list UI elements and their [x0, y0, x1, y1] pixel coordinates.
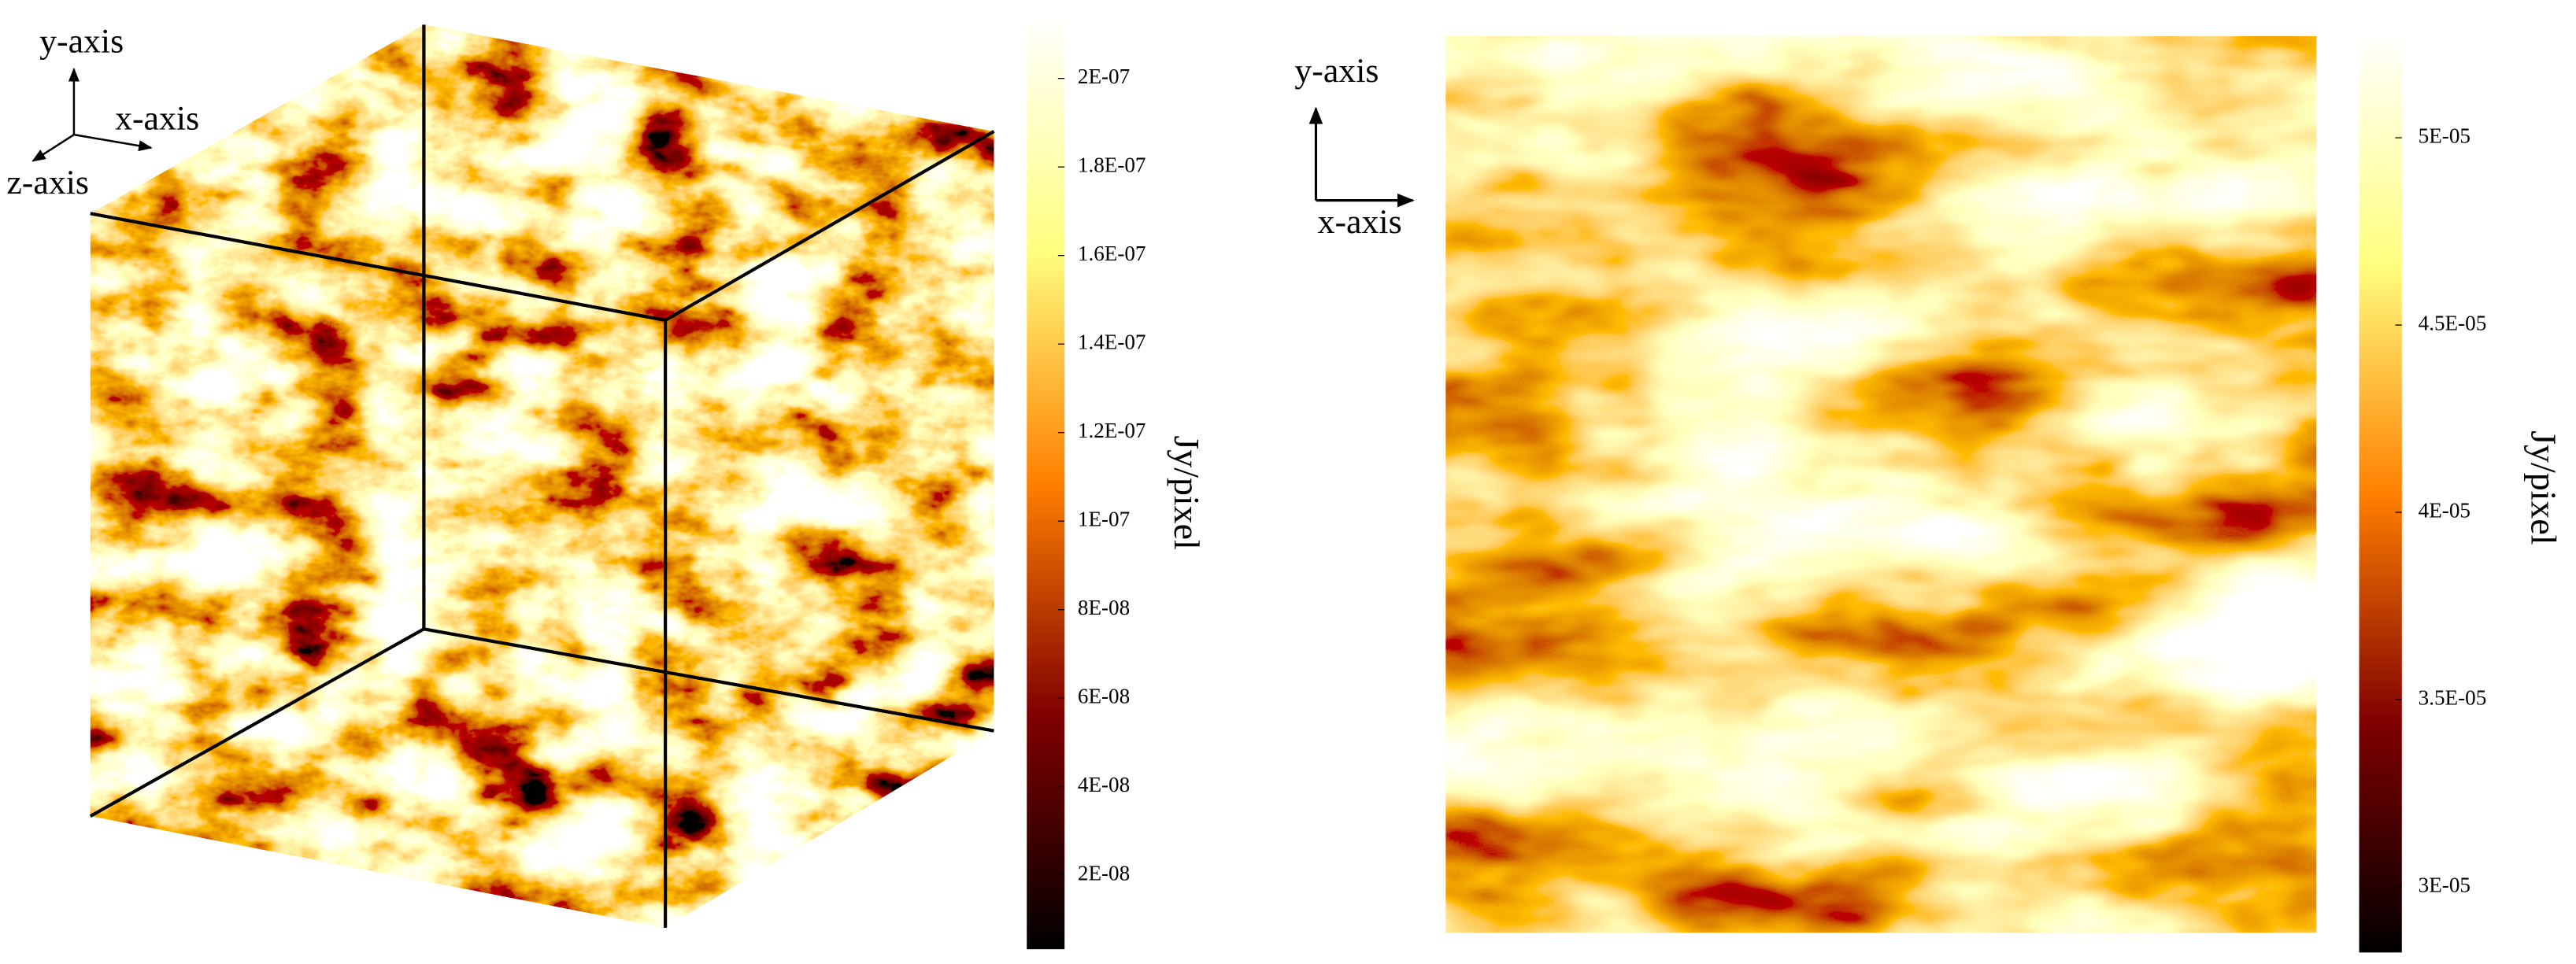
colorbar-tick-label: 3E-05: [2419, 873, 2471, 896]
axis-label: y-axis: [39, 22, 124, 60]
axis-label: z-axis: [6, 164, 89, 201]
colorbar-tick-label: 6E-08: [1078, 684, 1130, 707]
colorbar-tick-label: 4E-05: [2419, 498, 2471, 522]
image-map: [1445, 35, 2317, 933]
colorbar: [2359, 32, 2402, 953]
axis-label: y-axis: [1294, 52, 1379, 90]
colorbar-tick-label: 3.5E-05: [2419, 685, 2487, 709]
colorbar-tick-label: 4.5E-05: [2419, 311, 2487, 334]
colorbar-tick-label: 2E-07: [1078, 65, 1130, 88]
cube-edges: [89, 24, 995, 929]
colorbar-tick-label: 1.2E-07: [1078, 419, 1146, 442]
colorbar-label: Jy/pixel: [2524, 430, 2564, 545]
colorbar-tick-label: 1.8E-07: [1078, 153, 1146, 176]
colorbar-tick-label: 1E-07: [1078, 507, 1130, 530]
colorbar-tick-label: 8E-08: [1078, 596, 1130, 619]
colorbar-tick-label: 4E-08: [1078, 773, 1130, 796]
axis-label: x-axis: [115, 100, 199, 138]
axis-indicator: [1308, 106, 1415, 208]
axis-indicator: [31, 67, 153, 162]
volume-render: [90, 24, 994, 929]
colorbar: [1027, 16, 1065, 950]
colorbar-tick-label: 1.6E-07: [1078, 242, 1146, 265]
colorbar-tick-label: 1.4E-07: [1078, 330, 1146, 353]
colorbar-tick-label: 2E-08: [1078, 861, 1130, 885]
colorbar-tick-label: 5E-05: [2419, 124, 2471, 147]
colorbar-label: Jy/pixel: [1167, 435, 1207, 549]
axis-label: x-axis: [1318, 203, 1402, 241]
